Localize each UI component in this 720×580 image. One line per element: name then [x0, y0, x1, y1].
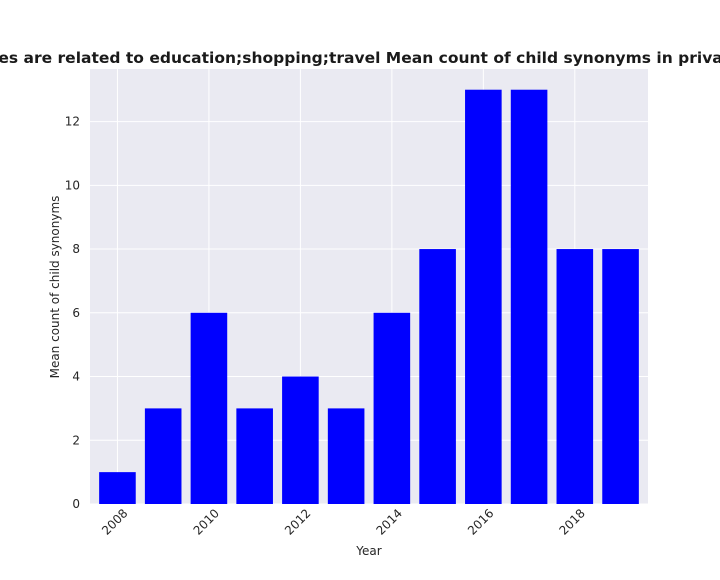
bar: [373, 312, 411, 504]
y-axis-label: Mean count of child synonyms: [48, 196, 62, 379]
bar: [556, 249, 594, 504]
bar: [236, 408, 273, 504]
bar: [282, 376, 319, 504]
bar: [327, 408, 365, 504]
y-tick-label: 6: [72, 306, 80, 320]
y-tick-label: 10: [65, 178, 80, 192]
y-tick-label: 4: [72, 370, 80, 384]
x-tick-label: 2008: [99, 506, 130, 537]
y-tick-label: 2: [72, 433, 80, 447]
y-tick-label: 12: [65, 115, 80, 129]
y-tick-label: 0: [72, 497, 80, 511]
y-axis-ticks: 0 2 4 6 8 10 12: [65, 115, 80, 511]
chart-title: Categories are related to education;shop…: [0, 49, 720, 67]
x-tick-label: 2016: [465, 506, 496, 537]
bar: [419, 249, 456, 504]
plot-area: [90, 69, 648, 504]
x-tick-label: 2010: [191, 506, 222, 537]
bar: [99, 472, 136, 504]
y-tick-label: 8: [72, 242, 80, 256]
x-tick-label: 2018: [556, 506, 587, 537]
bar: [190, 312, 228, 504]
bars: [99, 89, 639, 504]
bar: [602, 249, 639, 504]
bar: [144, 408, 182, 504]
x-axis-ticks: 2008 2010 2012 2014 2016 2018: [99, 506, 588, 537]
x-tick-label: 2012: [282, 506, 313, 537]
x-axis-label: Year: [355, 544, 381, 558]
bar: [465, 89, 502, 504]
x-tick-label: 2014: [373, 506, 404, 537]
bar: [510, 89, 548, 504]
